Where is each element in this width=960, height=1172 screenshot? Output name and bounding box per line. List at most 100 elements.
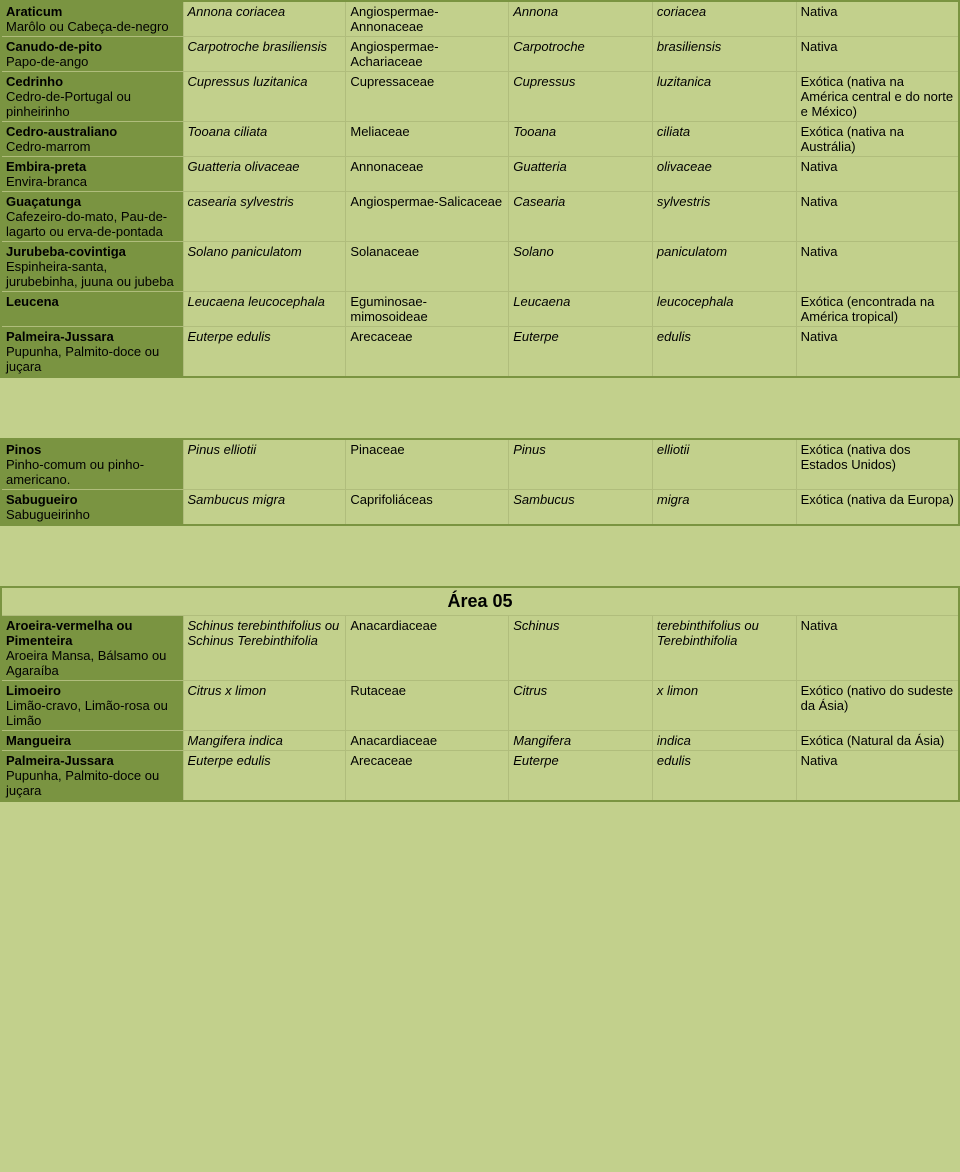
origin: Exótica (nativa na Austrália) xyxy=(796,122,959,157)
common-name-cell: Palmeira-JussaraPupunha, Palmito-doce ou… xyxy=(1,751,183,802)
origin: Exótica (nativa na América central e do … xyxy=(796,72,959,122)
species: olivaceae xyxy=(652,157,796,192)
scientific-name: Schinus terebinthifolius ou Schinus Tere… xyxy=(183,616,346,681)
common-name-cell: Jurubeba-covintigaEspinheira-santa, juru… xyxy=(1,242,183,292)
origin: Nativa xyxy=(796,1,959,37)
genus: Cupressus xyxy=(509,72,653,122)
table-row: Canudo-de-pitoPapo-de-angoCarpotroche br… xyxy=(1,37,959,72)
common-name-cell: Cedro-australianoCedro-marrom xyxy=(1,122,183,157)
table-row: PinosPinho-comum ou pinho-americano.Pinu… xyxy=(1,439,959,490)
family: Arecaceae xyxy=(346,751,509,802)
common-name-cell: GuaçatungaCafezeiro-do-mato, Pau-de-laga… xyxy=(1,192,183,242)
common-name: Sabugueiro xyxy=(6,492,78,507)
common-name: Palmeira-Jussara xyxy=(6,329,114,344)
table-row: Embira-pretaEnvira-brancaGuatteria oliva… xyxy=(1,157,959,192)
table-row: Aroeira-vermelha ou PimenteiraAroeira Ma… xyxy=(1,616,959,681)
common-name: Guaçatunga xyxy=(6,194,81,209)
common-name-cell: Palmeira-JussaraPupunha, Palmito-doce ou… xyxy=(1,327,183,378)
common-name-sub: Limão-cravo, Limão-rosa ou Limão xyxy=(6,698,168,728)
species: terebinthifolius ou Terebinthifolia xyxy=(652,616,796,681)
species: sylvestris xyxy=(652,192,796,242)
scientific-name: Citrus x limon xyxy=(183,681,346,731)
common-name-sub: Envira-branca xyxy=(6,174,87,189)
genus: Leucaena xyxy=(509,292,653,327)
common-name-sub: Cedro-de-Portugal ou pinheirinho xyxy=(6,89,131,119)
common-name-sub: Pupunha, Palmito-doce ou juçara xyxy=(6,768,159,798)
origin: Nativa xyxy=(796,37,959,72)
family: Angiospermae-Achariaceae xyxy=(346,37,509,72)
common-name-cell: LimoeiroLimão-cravo, Limão-rosa ou Limão xyxy=(1,681,183,731)
genus: Euterpe xyxy=(509,751,653,802)
family: Angiospermae-Annonaceae xyxy=(346,1,509,37)
origin: Nativa xyxy=(796,327,959,378)
common-name-sub: Marôlo ou Cabeça-de-negro xyxy=(6,19,169,34)
table-row: Jurubeba-covintigaEspinheira-santa, juru… xyxy=(1,242,959,292)
common-name: Aroeira-vermelha ou Pimenteira xyxy=(6,618,132,648)
common-name-sub: Sabugueirinho xyxy=(6,507,90,522)
genus: Tooana xyxy=(509,122,653,157)
scientific-name: casearia sylvestris xyxy=(183,192,346,242)
species: paniculatom xyxy=(652,242,796,292)
scientific-name: Euterpe edulis xyxy=(183,327,346,378)
species: migra xyxy=(652,490,796,526)
origin: Exótica (Natural da Ásia) xyxy=(796,731,959,751)
family: Pinaceae xyxy=(346,439,509,490)
origin: Nativa xyxy=(796,157,959,192)
genus: Pinus xyxy=(509,439,653,490)
origin: Exótico (nativo do sudeste da Ásia) xyxy=(796,681,959,731)
common-name: Pinos xyxy=(6,442,41,457)
common-name-cell: AraticumMarôlo ou Cabeça-de-negro xyxy=(1,1,183,37)
scientific-name: Solano paniculatom xyxy=(183,242,346,292)
common-name-cell: PinosPinho-comum ou pinho-americano. xyxy=(1,439,183,490)
species: elliotii xyxy=(652,439,796,490)
area-title: Área 05 xyxy=(1,587,959,616)
family: Anacardiaceae xyxy=(346,616,509,681)
common-name: Embira-preta xyxy=(6,159,86,174)
genus: Schinus xyxy=(509,616,653,681)
common-name-sub: Aroeira Mansa, Bálsamo ou Agaraíba xyxy=(6,648,166,678)
common-name-sub: Pupunha, Palmito-doce ou juçara xyxy=(6,344,159,374)
common-name-cell: CedrinhoCedro-de-Portugal ou pinheirinho xyxy=(1,72,183,122)
table-row: LimoeiroLimão-cravo, Limão-rosa ou Limão… xyxy=(1,681,959,731)
species: luzitanica xyxy=(652,72,796,122)
common-name-cell: SabugueiroSabugueirinho xyxy=(1,490,183,526)
origin: Nativa xyxy=(796,242,959,292)
common-name-sub: Pinho-comum ou pinho-americano. xyxy=(6,457,144,487)
family: Solanaceae xyxy=(346,242,509,292)
species-table: AraticumMarôlo ou Cabeça-de-negroAnnona … xyxy=(0,0,960,378)
table-row: MangueiraMangifera indicaAnacardiaceaeMa… xyxy=(1,731,959,751)
scientific-name: Annona coriacea xyxy=(183,1,346,37)
common-name-sub: Cafezeiro-do-mato, Pau-de-lagarto ou erv… xyxy=(6,209,167,239)
common-name: Mangueira xyxy=(6,733,71,748)
origin: Exótica (nativa dos Estados Unidos) xyxy=(796,439,959,490)
origin: Nativa xyxy=(796,192,959,242)
genus: Annona xyxy=(509,1,653,37)
genus: Carpotroche xyxy=(509,37,653,72)
species: ciliata xyxy=(652,122,796,157)
genus: Sambucus xyxy=(509,490,653,526)
table-spacer xyxy=(0,526,960,586)
scientific-name: Tooana ciliata xyxy=(183,122,346,157)
family: Eguminosae-mimosoideae xyxy=(346,292,509,327)
scientific-name: Cupressus luzitanica xyxy=(183,72,346,122)
scientific-name: Leucaena leucocephala xyxy=(183,292,346,327)
scientific-name: Pinus elliotii xyxy=(183,439,346,490)
family: Caprifoliáceas xyxy=(346,490,509,526)
genus: Solano xyxy=(509,242,653,292)
table-row: Cedro-australianoCedro-marromTooana cili… xyxy=(1,122,959,157)
common-name-sub: Espinheira-santa, jurubebinha, juuna ou … xyxy=(6,259,174,289)
species: brasiliensis xyxy=(652,37,796,72)
origin: Nativa xyxy=(796,616,959,681)
table-row: GuaçatungaCafezeiro-do-mato, Pau-de-laga… xyxy=(1,192,959,242)
family: Annonaceae xyxy=(346,157,509,192)
page-container: AraticumMarôlo ou Cabeça-de-negroAnnona … xyxy=(0,0,960,802)
table-row: SabugueiroSabugueirinho Sambucus migra Cap… xyxy=(1,490,959,526)
family: Anacardiaceae xyxy=(346,731,509,751)
table-row: Palmeira-JussaraPupunha, Palmito-doce ou… xyxy=(1,751,959,802)
species: edulis xyxy=(652,751,796,802)
table-spacer xyxy=(0,378,960,438)
species-table: Área 05Aroeira-vermelha ou PimenteiraAro… xyxy=(0,586,960,802)
species-table: PinosPinho-comum ou pinho-americano.Pinu… xyxy=(0,438,960,526)
family: Angiospermae-Salicaceae xyxy=(346,192,509,242)
common-name-cell: Leucena xyxy=(1,292,183,327)
